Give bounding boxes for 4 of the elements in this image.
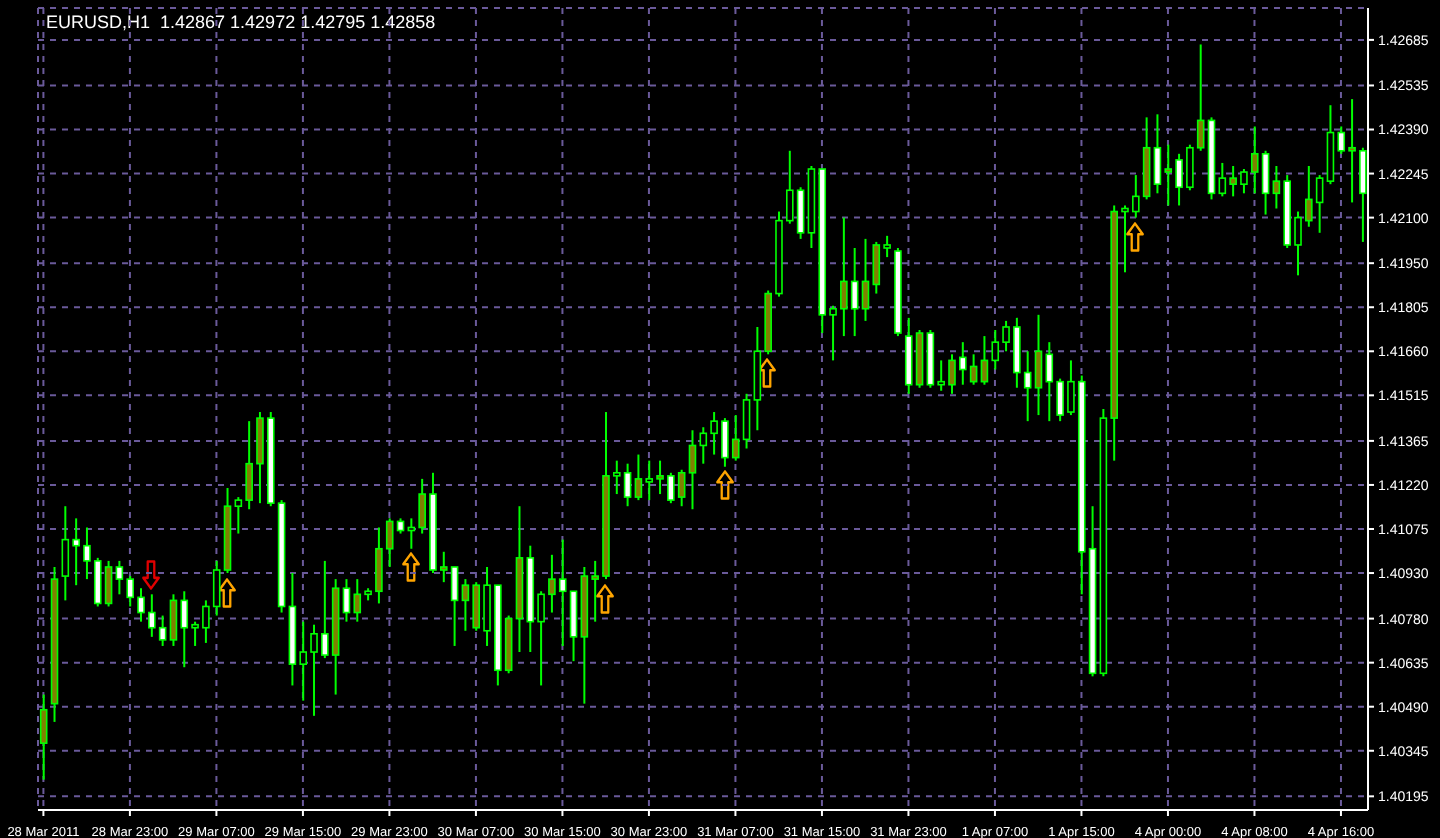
candlestick [1034,313,1043,417]
candlestick [39,693,48,781]
chart-title: EURUSD,H1 1.42867 1.42972 1.42795 1.42858 [46,12,436,32]
candlestick [861,237,870,322]
